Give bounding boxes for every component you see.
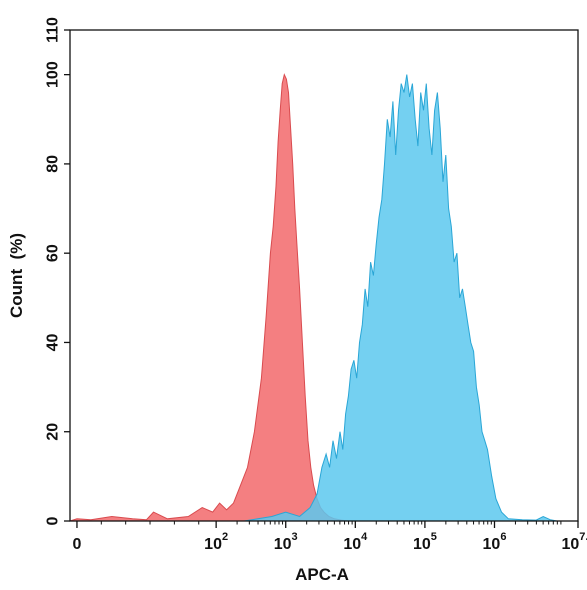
- y-tick-label: 0: [45, 516, 62, 525]
- x-tick-label: 103: [274, 531, 298, 553]
- x-ticks: 0 102 103 104 105 106 107.2: [73, 521, 587, 553]
- x-tick-label: 105: [413, 531, 437, 553]
- x-tick-label: 104: [343, 531, 368, 553]
- x-tick-label: 107.2: [561, 531, 587, 553]
- x-tick-label: 102: [204, 531, 228, 553]
- y-axis-title: Count (%): [7, 233, 26, 318]
- plot-frame: [69, 29, 579, 522]
- x-tick-label: 106: [483, 531, 507, 553]
- y-tick-label: 100: [45, 61, 62, 88]
- y-tick-label: 20: [45, 423, 62, 441]
- y-tick-label: 110: [45, 17, 62, 43]
- series-layer: [69, 73, 558, 522]
- x-tick-label: 0: [73, 536, 82, 553]
- histogram-series-1: [69, 73, 349, 522]
- y-tick-label: 60: [45, 244, 62, 262]
- histogram-series-2: [243, 74, 558, 522]
- axes-layer: [69, 29, 579, 522]
- y-tick-label: 40: [45, 333, 62, 351]
- x-axis-title: APC-A: [295, 565, 349, 584]
- y-tick-label: 80: [45, 155, 62, 173]
- y-ticks: 0 20 40 60 80 100 110: [45, 17, 70, 525]
